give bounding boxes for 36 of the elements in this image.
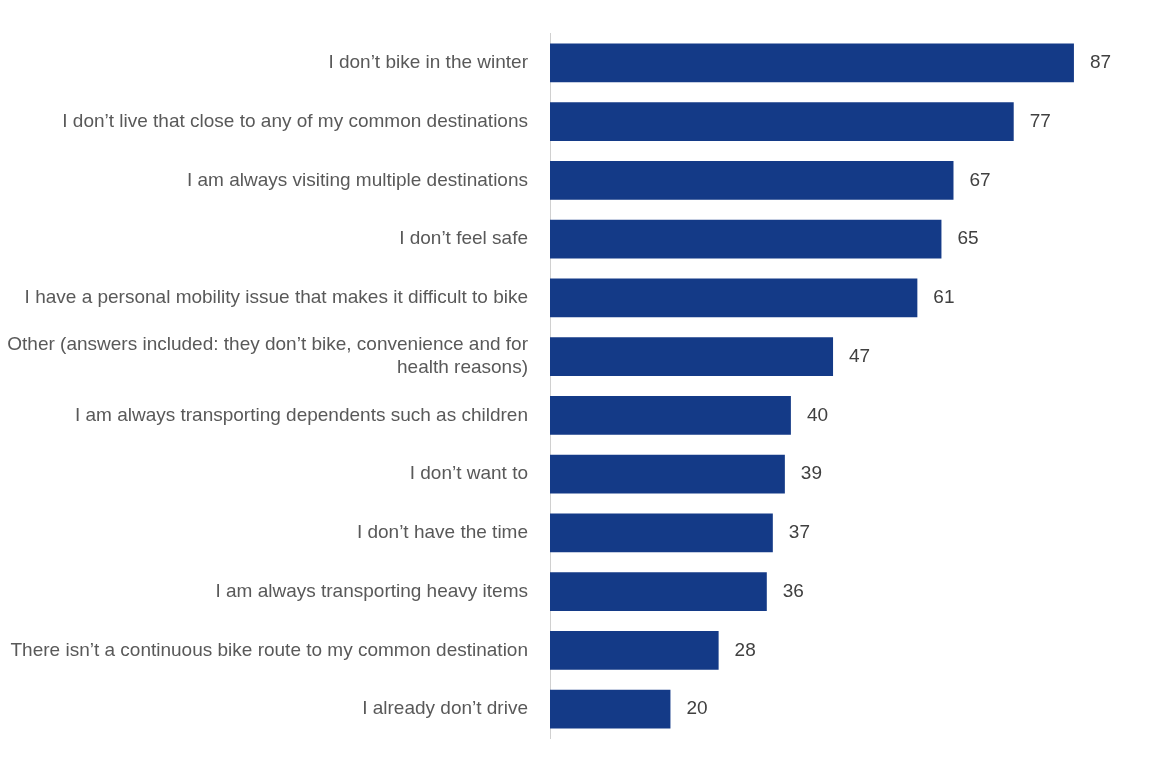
y-tick-label: I am always transporting heavy items [215, 579, 528, 601]
data-label: 37 [788, 521, 810, 543]
data-label: 28 [734, 638, 756, 660]
bar [550, 337, 834, 377]
data-label: 67 [969, 168, 991, 190]
y-tick-label: I am always transporting dependents such as children [74, 403, 528, 425]
y-tick-label: I don’t live that close to any of my common destinations [62, 109, 528, 131]
y-tick-label: I have a personal mobility issue that makes it difficult to bike [24, 286, 528, 308]
data-label: 40 [806, 403, 829, 425]
data-label: 87 [1089, 51, 1112, 73]
y-tick-label: I don’t want to [409, 462, 528, 484]
bar [550, 689, 671, 729]
y-tick-label: I don’t have the time [356, 521, 528, 543]
data-label: 36 [782, 579, 804, 601]
bar [550, 43, 1074, 83]
y-tick-label: I am always visiting multiple destinations [186, 168, 528, 190]
bar [550, 513, 773, 553]
data-label: 39 [800, 462, 823, 484]
y-tick-label: I don’t feel safe [399, 227, 528, 249]
data-label: 20 [686, 697, 708, 719]
data-label: 77 [1029, 109, 1051, 131]
y-tick-label: I already don’t drive [362, 697, 528, 719]
bar [550, 572, 767, 612]
data-label: 47 [849, 344, 871, 366]
y-tick-label: Other (answers included: they don’t bike, convenience and for health reasons) [7, 333, 529, 378]
bar [550, 160, 954, 200]
bar [550, 219, 942, 259]
bar [550, 631, 719, 670]
bar [550, 278, 918, 318]
data-label: 65 [957, 227, 979, 249]
data-label: 61 [933, 286, 955, 308]
bar [550, 454, 785, 494]
bar [550, 102, 1014, 141]
bar [550, 395, 791, 435]
y-tick-label: I don’t bike in the winter [328, 51, 529, 73]
y-tick-label: There isn’t a continuous bike route to my common destination [10, 638, 528, 660]
